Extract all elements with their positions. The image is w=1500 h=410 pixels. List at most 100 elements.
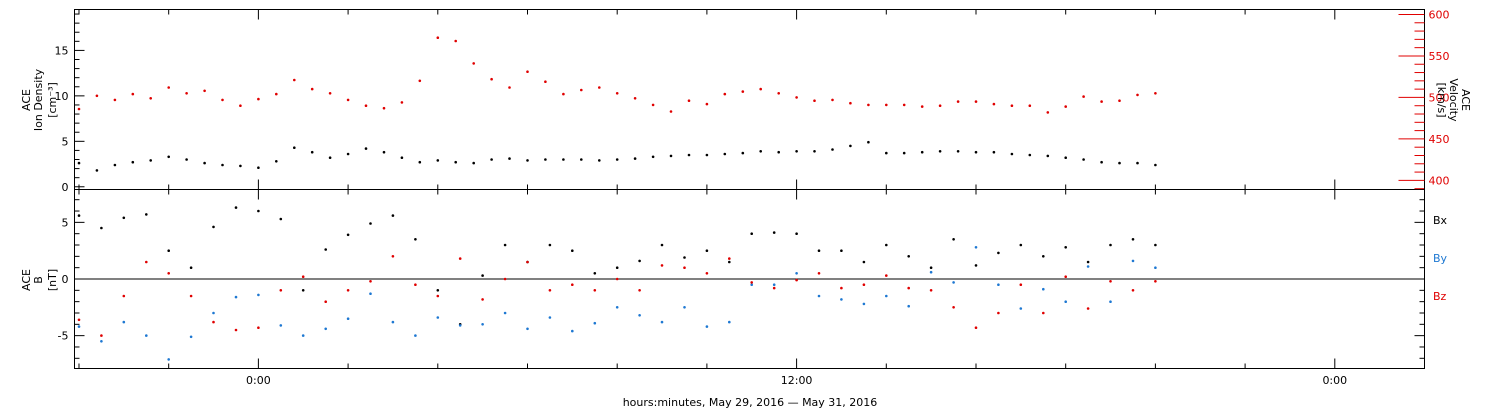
density-point (1028, 153, 1032, 157)
velocity-point (598, 86, 601, 89)
velocity-label-line3: [km/s] (1435, 82, 1448, 117)
by-point (772, 283, 776, 287)
by-point (571, 329, 574, 333)
bx-point (189, 266, 193, 270)
density-tick-label: 0 (62, 181, 69, 194)
top-panel-points (77, 36, 1157, 172)
bz-point (436, 294, 440, 298)
bz-point (660, 264, 664, 267)
bottom-panel-points (77, 206, 1157, 361)
bx-point (615, 266, 619, 270)
velocity-point (992, 102, 996, 106)
bfield-tick-label: -5 (58, 330, 69, 343)
bx-point (369, 222, 372, 225)
by-point (907, 304, 910, 308)
bx-point (436, 289, 440, 292)
velocity-point (131, 92, 135, 96)
velocity-point (849, 101, 852, 105)
velocity-point (328, 92, 332, 95)
bz-point (593, 289, 597, 292)
velocity-point (938, 104, 942, 107)
velocity-point (615, 92, 619, 95)
bx-point (346, 233, 350, 237)
density-point (705, 153, 709, 157)
velocity-point (454, 39, 458, 43)
bz-point (212, 320, 215, 324)
density-point (813, 150, 816, 153)
top-panel-ticks: 0 5 10 15 400 450 500 550 600 (55, 8, 1450, 193)
density-point (687, 153, 691, 157)
legend-bz-label: Bz (1433, 290, 1447, 303)
bz-point (77, 318, 81, 322)
bz-point (772, 286, 776, 290)
velocity-point (777, 92, 780, 95)
velocity-tick-label: 450 (1429, 133, 1450, 146)
velocity-point (346, 98, 350, 102)
by-point (1019, 307, 1023, 310)
bfield-label-line1: ACE (20, 269, 33, 291)
velocity-point (544, 80, 547, 83)
by-point (705, 325, 709, 328)
density-point (364, 147, 368, 150)
velocity-point (795, 96, 798, 99)
by-point (817, 294, 821, 298)
bx-point (122, 216, 126, 220)
bx-point (683, 256, 686, 259)
bx-point (593, 272, 597, 275)
legend-bx-label: Bx (1433, 214, 1448, 227)
velocity-point (741, 90, 745, 93)
velocity-point (1100, 100, 1103, 103)
velocity-point (651, 103, 655, 107)
by-point (593, 321, 597, 325)
by-point (234, 295, 238, 299)
density-point (1136, 161, 1139, 165)
velocity-tick-label: 600 (1429, 8, 1450, 21)
bz-point (907, 286, 910, 290)
legend-by-label: By (1433, 252, 1448, 265)
bz-point (279, 289, 283, 292)
velocity-point (436, 36, 440, 39)
velocity-point (1046, 111, 1050, 114)
by-point (503, 311, 507, 315)
velocity-point (239, 104, 242, 107)
by-point (189, 335, 193, 339)
density-label-line2: Ion Density (32, 68, 45, 131)
by-point (683, 306, 686, 309)
density-point (310, 150, 314, 154)
density-point (598, 159, 601, 162)
density-point (1118, 161, 1121, 165)
bx-point (840, 249, 843, 252)
density-point (418, 160, 422, 164)
bz-point (615, 277, 619, 281)
by-point (638, 314, 641, 317)
b-legend: Bx By Bz (1433, 214, 1448, 303)
bz-point (1086, 307, 1090, 310)
velocity-point (418, 79, 422, 83)
bfield-tick-label: 0 (62, 273, 69, 286)
bx-point (1109, 243, 1112, 247)
velocity-point (759, 87, 762, 91)
density-point (257, 166, 260, 169)
velocity-point (1082, 95, 1085, 98)
by-point (77, 325, 81, 328)
density-point (185, 158, 188, 161)
by-point (145, 334, 148, 337)
density-point (920, 150, 924, 154)
velocity-point (95, 94, 99, 98)
by-point (1042, 287, 1045, 291)
bz-point (458, 257, 462, 260)
bx-point (885, 243, 888, 247)
bx-point (862, 260, 866, 264)
density-tick-label: 15 (55, 44, 69, 57)
bz-point (750, 281, 753, 284)
density-point (992, 150, 996, 154)
density-label-line1: ACE (20, 89, 33, 111)
by-point (301, 334, 305, 337)
by-point (929, 270, 933, 274)
bx-point (257, 209, 260, 213)
velocity-point (293, 78, 296, 82)
by-point (279, 324, 283, 327)
bz-point (548, 289, 552, 292)
bz-point (145, 260, 148, 264)
